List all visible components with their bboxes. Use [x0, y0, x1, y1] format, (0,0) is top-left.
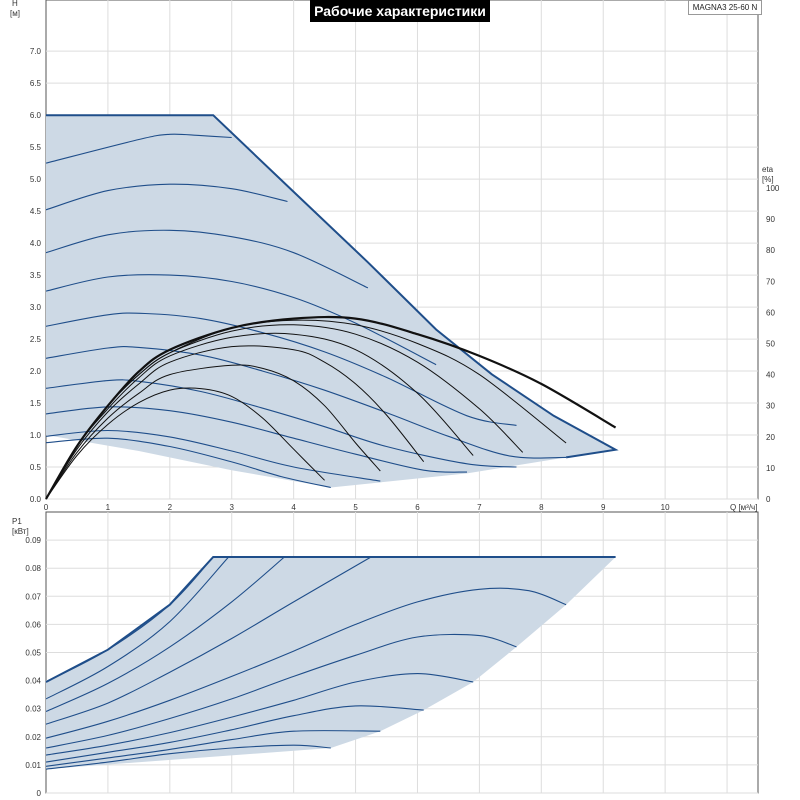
y-tick-label: 0.04: [25, 677, 41, 686]
x-tick-label: 6: [415, 503, 420, 512]
power-curve: [45, 556, 372, 725]
y-tick-label: 1.5: [30, 399, 42, 408]
y-axis-label-p1: P1: [12, 517, 22, 526]
y-tick-label: 2.0: [30, 367, 42, 376]
head-curve: [45, 429, 381, 482]
power-chart-panel: 0 0.01 0.02 0.03 0.04 0.05 0.06 0.07 0.08 0.09: [25, 511, 759, 798]
x-tick-label: 9: [601, 503, 606, 512]
x-tick-label: 3: [230, 503, 235, 512]
y-tick-label: 0.01: [25, 761, 41, 770]
y-tick-label: 2.5: [30, 335, 42, 344]
model-label: MAGNA3 25-60 N: [688, 0, 762, 15]
head-curve: [45, 346, 567, 459]
y-tick-label: 0.05: [25, 649, 41, 658]
head-curve: [45, 437, 331, 489]
power-curve: [45, 556, 230, 700]
y-tick-label: 3.0: [30, 303, 42, 312]
y2-tick-label: 10: [766, 464, 775, 473]
y2-tick-label: 20: [766, 433, 775, 442]
y-tick-label: 7.0: [30, 47, 42, 56]
y2-tick-label: 60: [766, 308, 775, 317]
y-tick-label: 0.07: [25, 592, 41, 601]
efficiency-curve: [45, 364, 381, 500]
head-curve: [45, 229, 369, 289]
power-curve: [45, 705, 424, 763]
efficiency-curve: [45, 315, 617, 500]
max-curve-outline: [46, 114, 619, 459]
y-tick-label: 4.5: [30, 207, 42, 216]
y-tick-label: 6.0: [30, 111, 42, 120]
efficiency-curve: [45, 387, 325, 500]
y2-tick-label: 70: [766, 277, 775, 286]
power-curve: [45, 633, 517, 749]
head-curve: [45, 406, 468, 473]
x-tick-label: 8: [539, 503, 544, 512]
y2-axis-unit-eta: [%]: [762, 175, 774, 184]
y-tick-label: 0: [37, 789, 42, 798]
head-curve: [45, 133, 232, 164]
y-axis-unit-h: [м]: [10, 9, 20, 18]
y-tick-label: 5.0: [30, 175, 42, 184]
y-tick-label: 0.08: [25, 564, 41, 573]
x-tick-label: 1: [106, 503, 111, 512]
x-tick-label: 4: [291, 503, 296, 512]
head-curve: [45, 312, 517, 426]
power-curve: [45, 744, 331, 770]
efficiency-curve: [45, 345, 425, 500]
y2-axis-label-eta: eta: [762, 165, 774, 174]
power-curve: [45, 730, 381, 767]
power-curve: [45, 556, 214, 683]
y2-tick-label: 90: [766, 215, 775, 224]
y2-tick-label: 50: [766, 340, 775, 349]
y-axis-label-h: H: [12, 0, 18, 8]
x-tick-label: 5: [353, 503, 358, 512]
head-curve: [45, 274, 437, 366]
x-tick-label: 10: [661, 503, 670, 512]
y-tick-label: 0.03: [25, 705, 41, 714]
power-curve: [45, 556, 285, 713]
x-tick-label: 0: [44, 503, 49, 512]
y-tick-label: 0.02: [25, 733, 41, 742]
y-tick-label: 0.06: [25, 620, 41, 629]
y-tick-label: 1.0: [30, 431, 42, 440]
y-tick-label: 5.5: [30, 143, 42, 152]
head-curve: [45, 379, 517, 468]
y-tick-label: 3.5: [30, 271, 42, 280]
y2-tick-label: 40: [766, 371, 775, 380]
head-curve: [45, 183, 288, 211]
y-tick-label: 4.0: [30, 239, 42, 248]
y-axis-unit-p1: [кВт]: [12, 527, 29, 536]
power-curve: [45, 587, 567, 739]
x-axis-label-q: Q [м³/ч]: [730, 503, 757, 512]
chart-title: Рабочие характеристики: [310, 0, 490, 22]
y2-tick-label: 0: [766, 495, 771, 504]
x-tick-label: 7: [477, 503, 482, 512]
operating-area: [46, 115, 616, 488]
y-tick-label: 6.5: [30, 79, 42, 88]
power-curve: [45, 673, 474, 756]
y-tick-label: 0.5: [30, 463, 42, 472]
x-tick-label: 2: [168, 503, 173, 512]
y2-tick-label: 100: [766, 184, 780, 193]
y-tick-label: 0.09: [25, 536, 41, 545]
y2-tick-label: 30: [766, 402, 775, 411]
head-chart-panel: 0.0 0.5 1.0 1.5 2.0 2.5 3.0 3.5 4.0 4.5 5.0 5.5 6.0 6…: [30, 0, 780, 512]
y2-tick-label: 80: [766, 246, 775, 255]
y-tick-label: 0.0: [30, 495, 42, 504]
